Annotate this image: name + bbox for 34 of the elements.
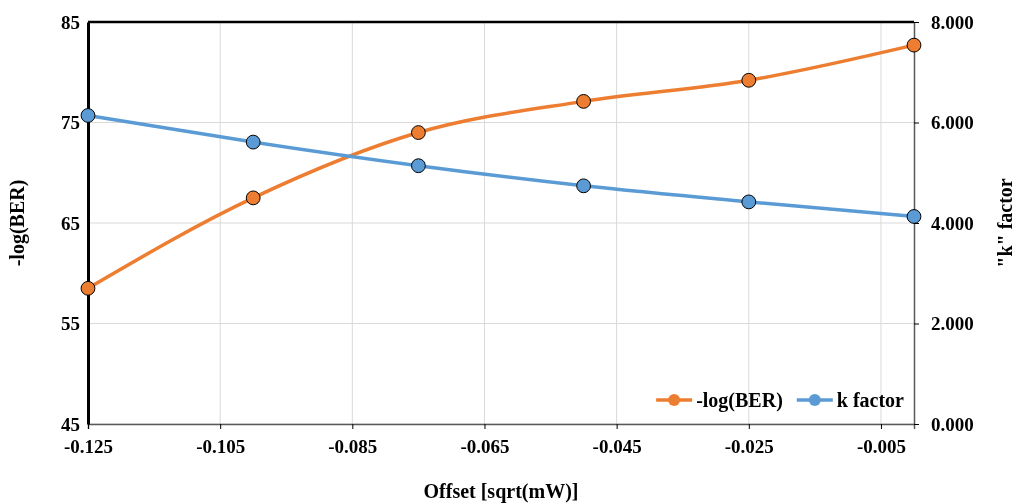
- point: [741, 194, 757, 210]
- x-axis-title: Offset [sqrt(mW)]: [423, 480, 579, 503]
- point: [576, 94, 592, 109]
- y2-tick-label: 2.000: [931, 313, 974, 335]
- point: [906, 209, 922, 224]
- point: [906, 37, 922, 53]
- y2-axis-title: "k" factor: [994, 178, 1016, 268]
- point: [245, 134, 261, 150]
- y-tick-label: 55: [61, 313, 80, 335]
- legend-label: -log(BER): [696, 389, 783, 412]
- x-tick-label: -0.105: [196, 435, 246, 457]
- x-tick-label: -0.005: [856, 435, 906, 457]
- legend-label: k factor: [836, 389, 905, 411]
- y2-tick-label: 4.000: [931, 212, 974, 234]
- y-tick-label: 85: [61, 11, 80, 33]
- point: [576, 178, 592, 194]
- y2-tick-label: 6.000: [931, 112, 974, 134]
- x-tick-label: -0.045: [592, 435, 642, 457]
- x-tick-label: -0.065: [460, 435, 510, 457]
- point: [410, 158, 426, 174]
- point: [80, 280, 96, 296]
- point: [245, 190, 261, 206]
- point: [741, 72, 757, 88]
- point: [80, 108, 96, 123]
- y2-tick-label: 8.000: [931, 11, 974, 33]
- y-axis-title: -log(BER): [6, 179, 29, 267]
- x-tick-label: -0.085: [328, 435, 378, 457]
- y2-tick-label: 0.000: [931, 413, 974, 435]
- y-tick-label: 65: [61, 212, 80, 234]
- y-tick-label: 75: [61, 112, 80, 134]
- point: [410, 125, 426, 140]
- y-tick-label: 45: [61, 413, 80, 435]
- x-tick-label: -0.025: [724, 435, 774, 457]
- x-tick-label: -0.125: [63, 435, 114, 457]
